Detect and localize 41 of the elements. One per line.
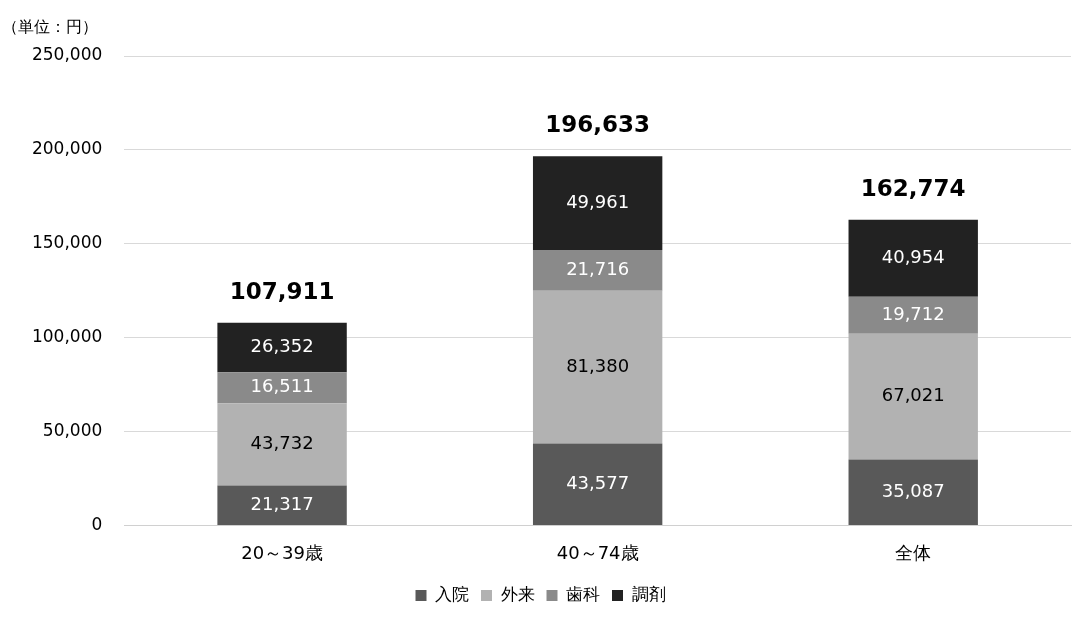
bar [848,296,978,334]
data-label: 26,352 [250,335,314,357]
legend-label: 入院 [435,583,469,604]
data-label: 40,954 [881,245,945,267]
y-tick-label: 50,000 [42,419,103,440]
x-tick-label: 20～39歳 [241,541,323,563]
total-label: 162,774 [860,174,966,201]
y-tick-label: 250,000 [31,44,103,65]
bar [532,156,663,251]
y-tick-label: 150,000 [31,232,103,253]
bar [217,372,347,404]
legend-label: 外来 [500,583,535,604]
y-tick-label: 100,000 [31,326,103,347]
bar [532,250,663,291]
bar [532,290,663,444]
data-label: 21,716 [566,258,630,280]
legend-label: 歯科 [566,583,600,604]
bar [217,485,347,525]
bar [217,322,347,373]
total-label: 107,911 [229,277,335,304]
data-label: 19,712 [881,302,945,324]
y-tick-label: 0 [91,513,103,534]
data-label: 81,380 [566,354,630,376]
data-label: 35,087 [881,479,945,501]
y-tick-label: 200,000 [31,138,103,159]
bar [532,443,663,525]
total-label: 196,633 [545,111,651,138]
legend-label: 調剤 [631,583,666,604]
data-label: 21,317 [250,492,314,514]
x-tick-label: 40～74歳 [556,541,639,563]
data-label: 43,577 [566,471,630,493]
data-label: 43,732 [250,431,314,453]
x-tick-label: 全体 [895,541,932,563]
data-label: 16,511 [250,375,314,397]
bar [848,333,978,460]
data-label: 67,021 [881,384,945,406]
bar [217,403,347,486]
data-label: 49,961 [566,190,630,212]
bar [848,459,978,525]
bar [848,219,978,297]
y-axis-title: （単位：円） [2,17,98,37]
